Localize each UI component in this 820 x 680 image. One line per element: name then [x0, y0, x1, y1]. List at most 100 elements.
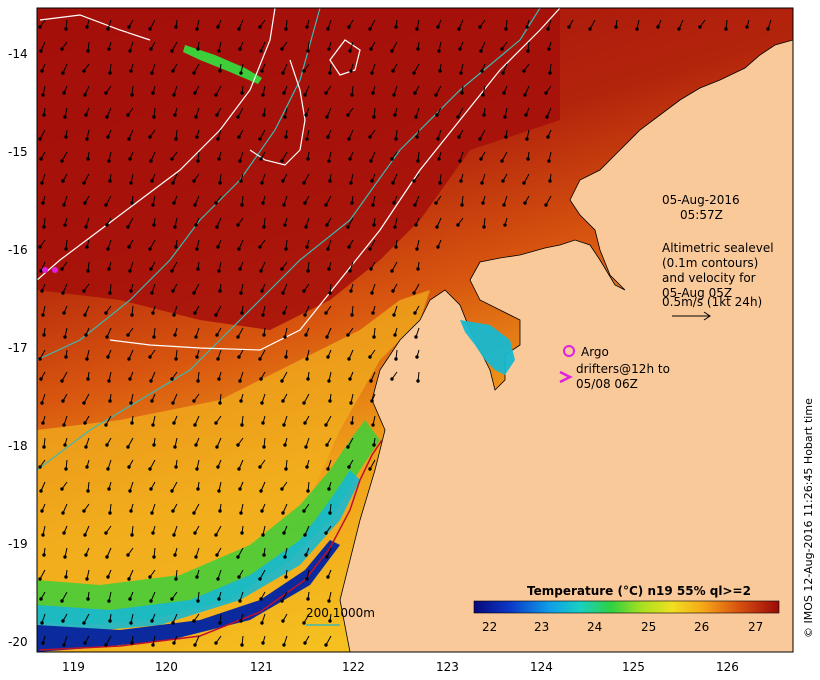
velocity-arrowhead	[127, 465, 131, 469]
velocity-arrowhead	[128, 269, 132, 273]
velocity-arrow	[193, 63, 200, 74]
velocity-arrowhead	[236, 223, 240, 227]
velocity-arrowhead	[172, 641, 176, 645]
velocity-arrowhead	[258, 357, 262, 361]
velocity-arrowhead	[237, 247, 241, 251]
lon-label: 121	[250, 660, 273, 674]
velocity-arrowhead	[61, 71, 65, 75]
velocity-arrow	[61, 151, 68, 162]
velocity-arrowhead	[196, 487, 200, 491]
lon-label: 124	[530, 660, 553, 674]
velocity-arrowhead	[238, 599, 242, 603]
velocity-arrowhead	[325, 115, 329, 119]
velocity-arrowhead	[149, 47, 153, 51]
velocity-arrowhead	[305, 245, 309, 249]
velocity-arrowhead	[240, 311, 244, 315]
velocity-arrow	[325, 195, 332, 206]
velocity-arrowhead	[368, 355, 372, 359]
velocity-arrowhead	[39, 49, 43, 53]
velocity-arrow	[215, 525, 222, 536]
velocity-arrowhead	[524, 113, 528, 117]
velocity-arrowhead	[171, 509, 175, 513]
velocity-arrowhead	[130, 201, 134, 205]
velocity-arrowhead	[214, 641, 218, 645]
coastline-south	[39, 439, 383, 651]
velocity-arrowhead	[303, 641, 307, 645]
velocity-arrow	[83, 173, 90, 184]
drifters-legend-line1: drifters@12h to	[576, 362, 670, 376]
velocity-arrow	[237, 547, 244, 558]
velocity-arrowhead	[416, 379, 420, 383]
velocity-arrowhead	[62, 91, 66, 95]
velocity-arrowhead	[170, 377, 174, 381]
velocity-arrowhead	[39, 489, 43, 493]
velocity-arrowhead	[370, 291, 374, 295]
velocity-arrowhead	[390, 269, 394, 273]
velocity-arrowhead	[280, 267, 284, 271]
velocity-arrowhead	[544, 91, 548, 95]
velocity-arrowhead	[500, 159, 504, 163]
velocity-arrowhead	[130, 533, 134, 537]
velocity-arrowhead	[128, 377, 132, 381]
lat-label: -15	[8, 145, 28, 159]
velocity-arrowhead	[129, 509, 133, 513]
velocity-arrowhead	[302, 69, 306, 73]
velocity-arrowhead	[346, 113, 350, 117]
velocity-arrow	[303, 173, 310, 184]
velocity-arrowhead	[302, 181, 306, 185]
velocity-arrow	[347, 437, 354, 448]
velocity-arrow	[127, 217, 134, 228]
velocity-arrowhead	[42, 445, 46, 449]
velocity-arrowhead	[392, 313, 396, 317]
velocity-arrowhead	[522, 181, 526, 185]
velocity-arrowhead	[281, 399, 285, 403]
velocity-arrow	[457, 107, 464, 118]
velocity-arrowhead	[282, 203, 286, 207]
velocity-arrowhead	[126, 445, 130, 449]
velocity-arrowhead	[64, 135, 68, 139]
velocity-arrowhead	[349, 69, 353, 73]
velocity-arrowhead	[84, 333, 88, 337]
velocity-arrowhead	[82, 509, 86, 513]
velocity-arrowhead	[503, 115, 507, 119]
velocity-arrowhead	[193, 91, 197, 95]
velocity-arrowhead	[283, 555, 287, 559]
velocity-arrowhead	[371, 423, 375, 427]
velocity-arrowhead	[325, 555, 329, 559]
velocity-arrowhead	[41, 641, 45, 645]
velocity-arrowhead	[38, 465, 42, 469]
velocity-arrowhead	[306, 157, 310, 161]
velocity-arrowhead	[261, 313, 265, 317]
velocity-arrowhead	[130, 641, 134, 645]
velocity-arrowhead	[304, 333, 308, 337]
velocity-arrowhead	[214, 201, 218, 205]
velocity-arrow	[501, 151, 508, 162]
velocity-arrowhead	[350, 93, 354, 97]
velocity-arrowhead	[126, 113, 130, 117]
velocity-arrowhead	[149, 379, 153, 383]
velocity-arrowhead	[394, 245, 398, 249]
velocity-arrowhead	[107, 487, 111, 491]
king-sound-water	[460, 320, 515, 375]
velocity-arrowhead	[391, 69, 395, 73]
velocity-arrowhead	[105, 335, 109, 339]
velocity-arrowhead	[283, 335, 287, 339]
velocity-arrowhead	[460, 203, 464, 207]
velocity-arrowhead	[62, 643, 66, 647]
velocity-arrowhead	[262, 445, 266, 449]
velocity-arrowhead	[196, 379, 200, 383]
velocity-arrow	[39, 569, 46, 580]
velocity-arrowhead	[348, 377, 352, 381]
velocity-arrowhead	[503, 223, 507, 227]
velocity-arrowhead	[349, 401, 353, 405]
velocity-arrowhead	[236, 443, 240, 447]
velocity-arrowhead	[42, 333, 46, 337]
velocity-arrowhead	[152, 555, 156, 559]
velocity-arrowhead	[236, 115, 240, 119]
velocity-arrowhead	[150, 511, 154, 515]
velocity-arrowhead	[171, 401, 175, 405]
colorbar-tick: 23	[534, 620, 549, 634]
velocity-arrowhead	[215, 225, 219, 229]
velocity-arrowhead	[306, 597, 310, 601]
